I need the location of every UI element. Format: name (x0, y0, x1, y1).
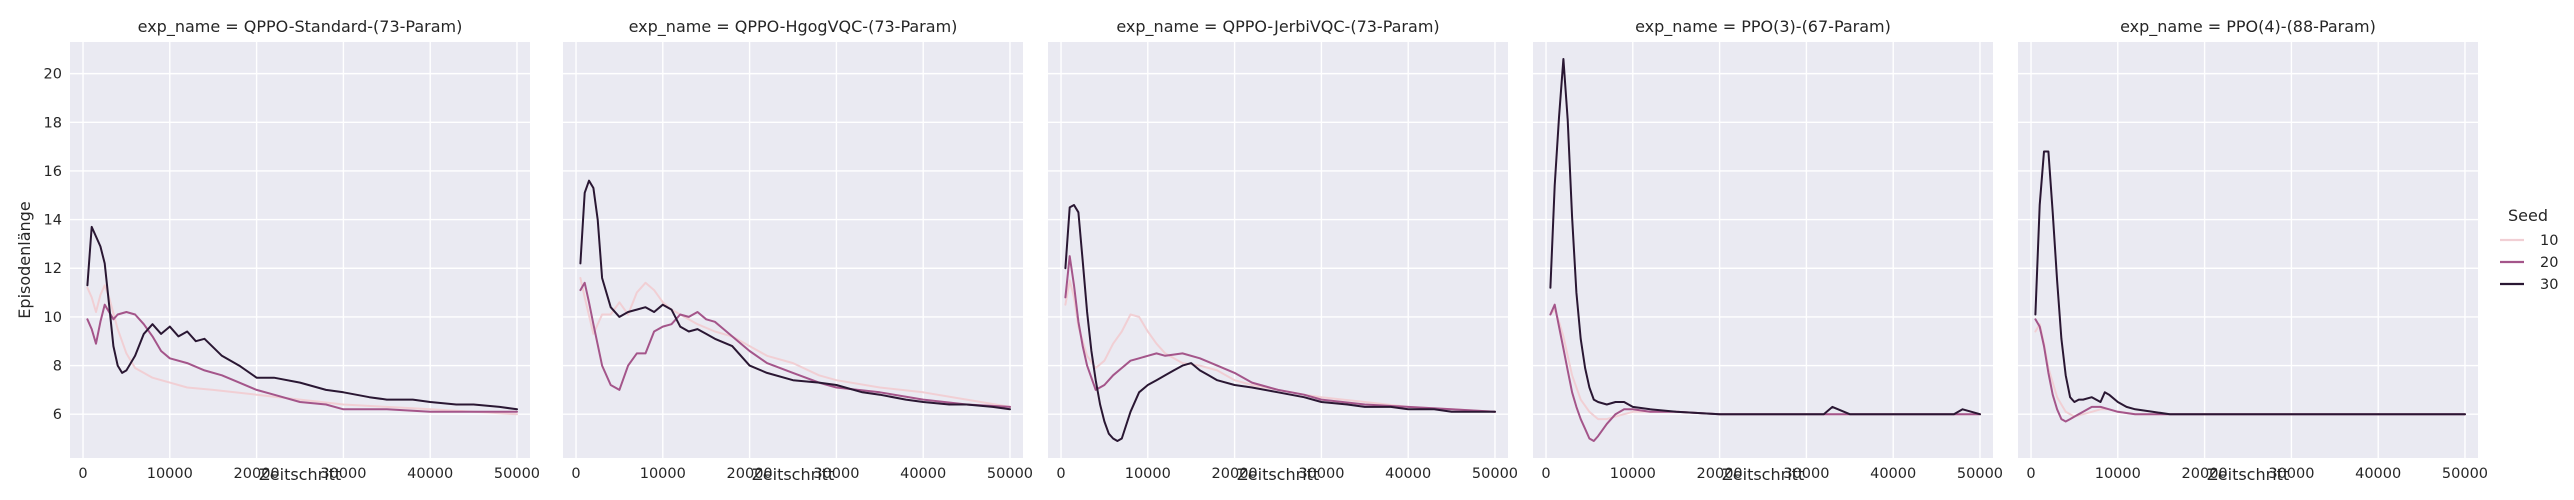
x-tick-label: 40000 (407, 466, 453, 482)
x-tick-label: 10000 (1125, 466, 1171, 482)
x-tick-label: 50000 (494, 466, 540, 482)
x-tick-label: 30000 (2268, 466, 2314, 482)
x-tick-label: 20000 (727, 466, 773, 482)
x-tick-label: 0 (1541, 466, 1550, 482)
x-tick-label: 40000 (2355, 466, 2401, 482)
y-tick-label: 14 (44, 213, 62, 229)
legend: Seed 10 20 30 (2500, 206, 2558, 293)
x-tick-label: 50000 (2442, 466, 2488, 482)
x-axis-label: Zeitschritt (752, 465, 834, 484)
plot-area (1048, 42, 1508, 458)
y-tick-label: 6 (53, 407, 62, 423)
x-tick-label: 10000 (2095, 466, 2141, 482)
series-line-seed-30 (579, 179, 1011, 411)
series-line-seed-30 (1549, 58, 1981, 416)
facet-title: exp_name = PPO(4)-(88-Param) (2120, 17, 2376, 37)
x-tick-label: 10000 (640, 466, 686, 482)
facet-panel: 0 10000 20000 30000 40000 50000 6 8 10 12 14 16 18 20… (44, 17, 541, 484)
y-axis-label: Episodenlänge (15, 201, 34, 318)
y-tick-label: 8 (53, 359, 62, 375)
facet-title: exp_name = QPPO-JerbiVQC-(73-Param) (1116, 17, 1439, 37)
x-tick-label: 20000 (2182, 466, 2228, 482)
x-tick-label: 30000 (813, 466, 859, 482)
x-axis-label: Zeitschritt (1722, 465, 1804, 484)
x-tick-label: 0 (2026, 466, 2035, 482)
series-line-seed-10 (1064, 279, 1496, 413)
series-line-seed-20 (86, 303, 518, 413)
series-line-seed-10 (86, 284, 518, 416)
y-tick-label: 16 (44, 164, 62, 180)
series-line-seed-30 (86, 225, 518, 411)
plot-area (70, 42, 530, 458)
y-tick-label: 18 (44, 115, 62, 131)
legend-entries: 10 20 30 (2500, 233, 2558, 293)
plot-area (563, 42, 1023, 458)
x-tick-label: 50000 (1957, 466, 2003, 482)
x-tick-label: 50000 (1472, 466, 1518, 482)
facet-panels: 0 10000 20000 30000 40000 5000068101214161820… (44, 17, 2489, 484)
facet-panel: 0 10000 20000 30000 40000 50000 exp_name = QPP… (1048, 17, 1518, 484)
x-tick-label: 20000 (1212, 466, 1258, 482)
y-tick-label: 12 (44, 261, 62, 277)
x-tick-label: 30000 (1298, 466, 1344, 482)
facet-panel: 0 10000 20000 30000 40000 50000 exp_name = PPO… (2018, 17, 2488, 484)
facet-panel: 0 10000 20000 30000 40000 50000 exp_name = QPP… (563, 17, 1033, 484)
legend-label: 20 (2540, 255, 2558, 271)
plot-area (2018, 42, 2478, 458)
series-line-seed-30 (1064, 204, 1496, 442)
plot-area (1533, 42, 1993, 458)
x-tick-label: 0 (571, 466, 580, 482)
x-tick-label: 50000 (987, 466, 1033, 482)
x-tick-label: 40000 (1385, 466, 1431, 482)
legend-label: 10 (2540, 233, 2558, 249)
x-tick-label: 10000 (147, 466, 193, 482)
facet-title: exp_name = QPPO-Standard-(73-Param) (138, 17, 463, 37)
x-axis-label: Zeitschritt (2207, 465, 2289, 484)
y-tick-label: 10 (44, 310, 62, 326)
series-line-seed-20 (1064, 255, 1496, 413)
x-tick-label: 30000 (1783, 466, 1829, 482)
x-tick-label: 0 (78, 466, 87, 482)
facet-panel: 0 10000 20000 30000 40000 50000 exp_name = PPO… (1533, 17, 2003, 484)
series-line-seed-30 (2034, 150, 2466, 416)
x-tick-label: 20000 (234, 466, 280, 482)
x-tick-label: 10000 (1610, 466, 1656, 482)
x-axis-label: Zeitschritt (1237, 465, 1319, 484)
x-tick-label: 40000 (900, 466, 946, 482)
facet-title: exp_name = PPO(3)-(67-Param) (1635, 17, 1891, 37)
x-axis-label: Zeitschritt (259, 465, 341, 484)
legend-title: Seed (2508, 206, 2548, 225)
x-tick-label: 0 (1056, 466, 1065, 482)
x-tick-label: 40000 (1870, 466, 1916, 482)
x-tick-label: 30000 (320, 466, 366, 482)
facet-title: exp_name = QPPO-HgogVQC-(73-Param) (629, 17, 958, 37)
y-tick-label: 20 (44, 67, 62, 83)
x-tick-label: 20000 (1697, 466, 1743, 482)
legend-label: 30 (2540, 277, 2558, 293)
